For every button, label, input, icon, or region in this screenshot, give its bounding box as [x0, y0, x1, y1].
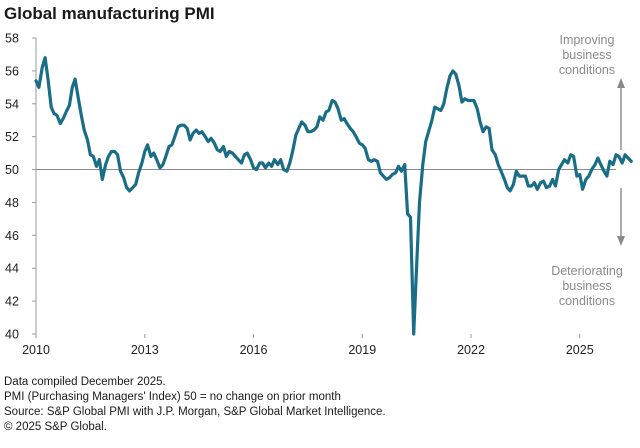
footer-copyright: © 2025 S&P Global.: [4, 421, 107, 433]
chart-annotations: ImprovingbusinessconditionsDeteriorating…: [551, 33, 625, 308]
annotation-deteriorating: Deteriorating: [551, 264, 623, 278]
annotation-improving: business: [562, 48, 611, 62]
x-tick-label: 2022: [457, 343, 485, 357]
footer-source: Source: S&P Global PMI with J.P. Morgan,…: [4, 406, 386, 418]
y-tick-label: 42: [5, 295, 19, 309]
pmi-series-line: [34, 56, 633, 336]
chart-title: Global manufacturing PMI: [4, 4, 215, 23]
y-tick-label: 50: [5, 163, 19, 177]
annotation-improving: Improving: [560, 33, 615, 47]
x-tick-label: 2019: [348, 343, 376, 357]
y-tick-label: 48: [5, 196, 19, 210]
chart-axes: 40 42 44 46 48 50 52 54 56 58 2010 2013 2016 2019 2022…: [5, 32, 594, 358]
y-tick-label: 40: [5, 328, 19, 342]
annotation-improving: conditions: [559, 63, 615, 77]
chart-plot-area: [34, 56, 633, 336]
footer-compiled-note: Data compiled December 2025.: [4, 376, 166, 388]
x-tick-label: 2025: [566, 343, 594, 357]
y-tick-label: 46: [5, 229, 19, 243]
x-tick-label: 2010: [22, 343, 50, 357]
up-arrowhead-icon: [617, 78, 625, 88]
y-tick-label: 54: [5, 97, 19, 111]
annotation-deteriorating: business: [562, 279, 611, 293]
y-tick-label: 58: [5, 32, 19, 46]
x-tick-label: 2016: [240, 343, 268, 357]
x-tick-label: 2013: [131, 343, 159, 357]
chart-footer: Data compiled December 2025. PMI (Purcha…: [4, 375, 386, 435]
y-tick-label: 52: [5, 130, 19, 144]
y-tick-label: 44: [5, 262, 19, 276]
y-tick-label: 56: [5, 64, 19, 78]
annotation-deteriorating: conditions: [559, 294, 615, 308]
footer-pmi-definition: PMI (Purchasing Managers' Index) 50 = no…: [4, 391, 341, 403]
down-arrowhead-icon: [617, 236, 625, 246]
